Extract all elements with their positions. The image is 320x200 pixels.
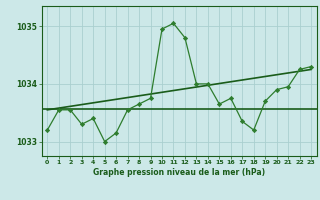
X-axis label: Graphe pression niveau de la mer (hPa): Graphe pression niveau de la mer (hPa) — [93, 168, 265, 177]
